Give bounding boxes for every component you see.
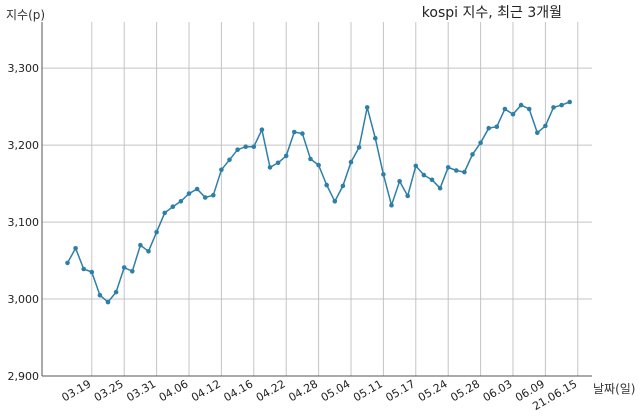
gridlines [42, 22, 592, 377]
data-points [65, 99, 572, 305]
data-point [178, 199, 184, 204]
y-tick-label: 2,900 [8, 370, 40, 383]
data-point [445, 165, 451, 170]
x-tick-label: 06.03 [481, 377, 515, 404]
data-point [543, 123, 548, 129]
x-tick-label: 05.28 [448, 377, 482, 404]
data-point [73, 246, 78, 251]
axes [41, 22, 592, 377]
data-point [162, 210, 167, 216]
data-point [535, 130, 540, 136]
data-point [308, 156, 313, 162]
data-point [454, 168, 459, 173]
x-tick-label: 04.06 [157, 377, 191, 404]
data-point [397, 179, 402, 184]
x-tick-label: 04.28 [286, 377, 320, 404]
data-point [340, 183, 346, 189]
data-point [526, 106, 532, 112]
x-tick-label: 04.22 [254, 377, 288, 404]
x-tick-labels: 03.1903.2503.3104.0604.1204.1604.2204.28… [60, 377, 580, 413]
data-point [478, 140, 483, 146]
data-point [219, 167, 224, 173]
data-point [300, 131, 305, 136]
data-point [170, 204, 176, 209]
x-tick-label: 03.31 [124, 377, 158, 404]
data-point [186, 191, 192, 196]
data-point [502, 106, 508, 112]
y-tick-label: 3,300 [8, 62, 40, 75]
data-point [373, 135, 378, 141]
x-tick-label: 03.25 [92, 377, 126, 404]
data-point [89, 269, 95, 275]
data-point [405, 193, 411, 199]
data-point [551, 105, 556, 110]
data-point [389, 202, 394, 208]
data-point [243, 144, 248, 149]
data-point [381, 172, 386, 177]
data-point [486, 125, 492, 131]
data-point [283, 153, 289, 159]
data-point [97, 292, 103, 298]
data-point [348, 159, 354, 165]
data-point [510, 112, 516, 117]
data-point [421, 172, 427, 178]
data-point [364, 105, 370, 110]
data-point [494, 124, 500, 129]
x-tick-label: 03.19 [60, 377, 94, 404]
data-point [267, 165, 273, 170]
x-axis-label: 날짜(일) [593, 382, 635, 396]
data-point [292, 129, 297, 135]
data-point [518, 102, 524, 108]
y-axis-label: 지수(p) [6, 8, 45, 22]
data-point [202, 195, 208, 200]
data-point [130, 269, 135, 274]
data-point [105, 299, 111, 305]
y-tick-label: 3,100 [8, 216, 40, 229]
data-point [559, 102, 564, 108]
data-point [437, 185, 443, 191]
data-point [462, 169, 467, 175]
data-point [81, 266, 86, 272]
x-tick-label: 05.04 [319, 377, 353, 404]
y-tick-label: 3,200 [8, 139, 40, 152]
x-tick-label: 04.12 [189, 377, 223, 404]
data-point [470, 152, 475, 157]
data-point [65, 260, 70, 266]
data-point [567, 99, 572, 105]
data-point [356, 145, 362, 150]
data-point [251, 144, 257, 149]
x-tick-label: 05.11 [351, 377, 385, 404]
data-point [324, 182, 330, 188]
data-point [121, 265, 127, 270]
y-tick-labels: 2,900 3,000 3,100 3,200 3,300 [8, 62, 40, 383]
data-point [138, 242, 143, 248]
data-point [194, 186, 200, 192]
data-point [146, 249, 151, 254]
data-point [413, 163, 419, 169]
data-point [113, 289, 119, 295]
data-point [316, 162, 321, 168]
data-point [259, 127, 265, 132]
data-point [332, 199, 338, 204]
data-point [227, 157, 232, 163]
data-point [211, 192, 216, 198]
data-point [235, 147, 240, 152]
x-tick-label: 05.17 [384, 377, 418, 404]
data-point [154, 229, 159, 235]
x-tick-label: 05.24 [416, 377, 450, 404]
chart-title: kospi 지수, 최근 3개월 [422, 5, 562, 21]
x-tick-label: 04.16 [222, 377, 256, 404]
data-point [275, 160, 281, 166]
data-point [429, 177, 435, 183]
y-tick-label: 3,000 [8, 293, 40, 306]
